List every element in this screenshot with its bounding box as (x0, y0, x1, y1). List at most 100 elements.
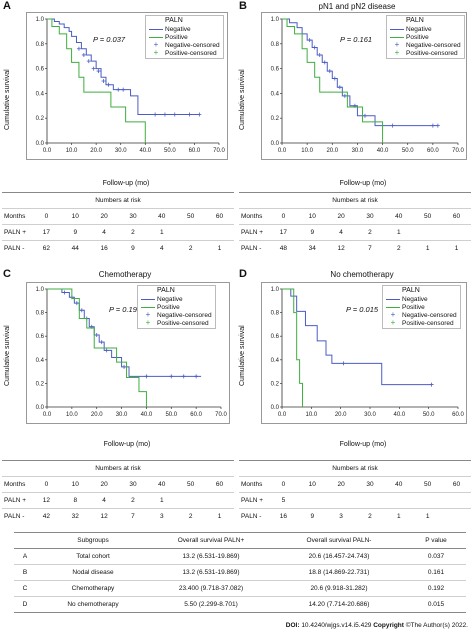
censor-mark (116, 87, 121, 92)
legend-item-positive: Positive (141, 303, 212, 311)
y-axis-label: Cumulative survival (239, 69, 246, 130)
x-tick-label: 30.0 (352, 148, 364, 154)
censor-mark (76, 46, 81, 51)
risk-row-paln-negative: PALN -16 9 3 2 1 1 (239, 508, 471, 524)
y-axis-label: Cumulative survival (4, 69, 11, 130)
risk-table-title: Numbers at risk (239, 460, 471, 477)
censor-mark (181, 374, 186, 379)
x-tick-label: 40.0 (377, 148, 389, 154)
legend-item-negative-censored: + Negative-censored (141, 311, 212, 319)
x-tick-label: 20.0 (90, 148, 102, 154)
x-tick-label: 0.0 (43, 412, 52, 418)
legend-item-positive-censored: + Positive-censored (149, 49, 220, 57)
censor-mark (104, 348, 109, 353)
censor-mark (435, 123, 440, 128)
censor-mark (430, 123, 435, 128)
km-plot-box: 0.0 0.2 0.4 0.6 0.8 1.0 0.0 10.0 20.0 30.0 40.0 50.… (26, 282, 230, 424)
y-tick-label: 0.8 (36, 42, 45, 48)
censor-mark (337, 85, 342, 90)
x-tick-label: 40.0 (141, 412, 153, 418)
y-tick-label: 0.0 (271, 141, 280, 147)
x-axis-label: Follow-up (mo) (102, 180, 150, 187)
y-tick-label: 1.0 (36, 17, 45, 23)
censor-mark (79, 308, 84, 313)
negative-line-swatch (149, 25, 163, 30)
y-tick-label: 0.6 (36, 67, 45, 73)
censor-mark (169, 374, 174, 379)
plus-icon: + (394, 40, 400, 49)
risk-row-paln-positive: PALN +5 (239, 492, 471, 509)
legend-title: PALN (406, 17, 424, 24)
plus-icon: + (153, 40, 159, 49)
risk-table-title: Numbers at risk (239, 192, 471, 209)
risk-table: Numbers at risk Months 0 10 20 30 40 50 60 PALN… (239, 460, 471, 524)
x-axis-label: Follow-up (mo) (339, 441, 387, 448)
x-axis-label: Follow-up (mo) (103, 441, 151, 448)
censor-mark (327, 69, 332, 74)
km-chart: 0.0 0.2 0.4 0.6 0.8 1.0 0.0 10.0 20.0 30.0 40.0 50.… (36, 287, 228, 418)
censor-mark (94, 333, 99, 338)
positive-line-swatch (141, 303, 155, 308)
legend-item-positive-censored: + Positive-censored (386, 319, 457, 327)
positive-line-swatch (386, 303, 400, 308)
x-tick-label: 30.0 (115, 148, 127, 154)
legend-item-negative: Negative (390, 25, 461, 33)
censor-mark (197, 112, 202, 117)
subgroup-header-row: Subgroups Overall survival PALN+ Overall… (14, 532, 466, 549)
plus-icon: + (145, 318, 151, 327)
risk-months-row: Months 0 10 20 30 40 50 60 (2, 208, 234, 225)
p-value: P = 0.192 (109, 305, 142, 314)
km-plot-box: 0.0 0.2 0.4 0.6 0.8 1.0 0.0 10.0 20.0 30.0 40.0 50.… (26, 12, 228, 160)
subgroup-table: Subgroups Overall survival PALN+ Overall… (14, 532, 466, 613)
panel-a: A Cumulative survival 0.0 0.2 0.4 0.6 0.8 1.0… (0, 0, 237, 268)
censor-mark (96, 69, 101, 74)
legend-item-negative-censored: + Negative-censored (149, 41, 220, 49)
y-tick-label: 0.6 (271, 67, 280, 73)
negative-line-swatch (386, 295, 400, 300)
y-tick-label: 0.6 (271, 334, 280, 340)
panel-letter: B (239, 0, 247, 12)
p-value: P = 0.037 (93, 35, 126, 44)
km-curve-positive (282, 18, 384, 143)
km-plot-box: 0.0 0.2 0.4 0.6 0.8 1.0 0.0 10.0 20.0 30.0 40.0 50.… (261, 12, 467, 160)
censor-mark (162, 112, 167, 117)
risk-row-paln-positive: PALN +17 9 4 2 1 (2, 224, 234, 241)
censor-mark (390, 123, 395, 128)
y-tick-label: 0.8 (36, 311, 45, 317)
x-tick-label: 20.0 (335, 412, 347, 418)
censor-mark (86, 59, 91, 64)
panel-title: pN1 and pN2 disease (318, 2, 396, 11)
censor-mark (144, 374, 149, 379)
km-curve-positive (47, 288, 147, 407)
risk-row-paln-positive: PALN +17 9 4 2 1 (239, 224, 471, 241)
x-tick-label: 20.0 (326, 148, 338, 154)
x-tick-label: 0.0 (43, 148, 52, 154)
risk-table: Numbers at risk Months 0 10 20 30 40 50 60 PALN… (2, 192, 234, 256)
censor-mark (91, 66, 96, 71)
legend-item-positive-censored: + Positive-censored (141, 319, 212, 327)
plus-icon: + (145, 310, 151, 319)
panel-d: D No chemotherapy Cumulative survival 0.… (237, 268, 474, 526)
subgroup-row: B Nodal disease 13.2 (6.531-19.869) 18.8 (1… (14, 564, 466, 581)
y-tick-label: 0.2 (36, 381, 45, 387)
y-tick-label: 0.4 (36, 358, 45, 364)
plus-icon: + (390, 310, 396, 319)
km-chart: 0.0 0.2 0.4 0.6 0.8 1.0 0.0 10.0 20.0 30.0 40.0 50.… (36, 17, 226, 154)
risk-table: Numbers at risk Months 0 10 20 30 40 50 60 PALN… (239, 192, 471, 256)
x-tick-label: 20.0 (91, 412, 103, 418)
x-tick-label: 50.0 (165, 412, 177, 418)
legend: PALN Negative Positive + Negative-censore… (382, 285, 461, 329)
censor-mark (101, 79, 106, 83)
doi-value[interactable]: 10.4240/wjgs.v14.i5.429 (301, 622, 372, 629)
panel-b: B pN1 and pN2 disease Cumulative surviva… (237, 0, 474, 268)
km-chart: 0.0 0.2 0.4 0.6 0.8 1.0 0.0 10.0 20.0 30.0 40.0 50.… (271, 287, 465, 418)
plus-icon: + (390, 318, 396, 327)
km-chart: 0.0 0.2 0.4 0.6 0.8 1.0 0.0 10.0 20.0 30.0 40.0 50.… (271, 17, 465, 154)
x-tick-label: 50.0 (402, 148, 414, 154)
x-axis-label: Follow-up (mo) (339, 180, 387, 187)
x-tick-label: 30.0 (364, 412, 376, 418)
panel-title: Chemotherapy (98, 270, 152, 279)
plus-icon: + (394, 48, 400, 57)
panel-c: C Chemotherapy Cumulative survival 0.0 0.… (0, 268, 237, 526)
plus-icon: + (153, 48, 159, 57)
